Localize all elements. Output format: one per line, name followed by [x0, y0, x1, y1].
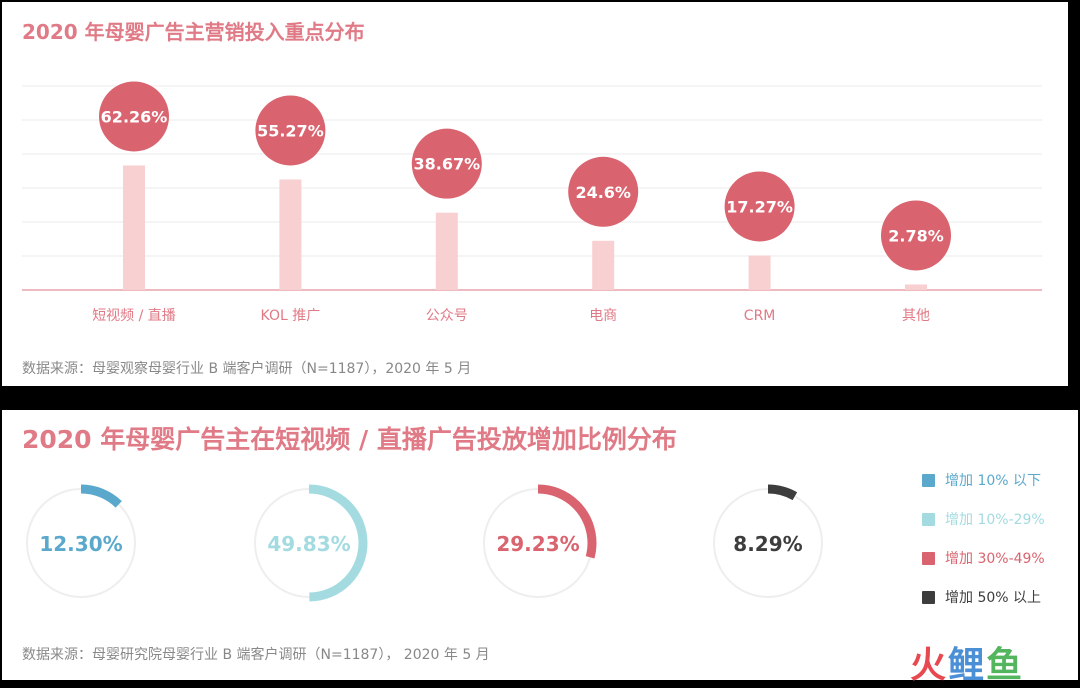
watermark-logo: 火鲤鱼 [910, 636, 1024, 688]
bar-4 [592, 240, 615, 290]
value-bubble-4 [568, 156, 639, 227]
data-label-6: 2.78% [888, 226, 944, 245]
legend-label-3: 增加 30%-49% [945, 551, 1045, 567]
data-label-4: 24.6% [575, 183, 631, 202]
legend-label-4: 增加 50% 以上 [945, 590, 1042, 606]
source-note-top: 数据来源：母婴观察母婴行业 B 端客户调研（N=1187），2020 年 5 月 [22, 361, 472, 377]
legend-label-2: 增加 10%-29% [945, 512, 1045, 528]
legend-swatch-2 [922, 512, 935, 526]
category-label-3: 公众号 [426, 308, 468, 324]
bar-3 [435, 212, 458, 290]
watermark-char-1: 火 [910, 645, 949, 686]
value-bubble-6 [881, 200, 951, 271]
category-label-2: KOL 推广 [261, 308, 321, 324]
bar-chart-title: 2020 年母婴广告主营销投入重点分布 [22, 20, 365, 44]
legend-item-3: 增加 30%-49% [922, 548, 1072, 568]
watermark-char-2: 鲤 [948, 645, 987, 686]
data-label-1: 62.26% [101, 107, 168, 126]
data-label-3: 38.67% [413, 155, 480, 174]
legend-item-4: 增加 50% 以上 [922, 587, 1072, 607]
donut-charts: 12.30% 49.83% 29.23% 8.29% [22, 484, 827, 602]
legend: 增加 10% 以下 增加 10%-29% 增加 30%-49% 增加 50% 以… [922, 470, 1072, 626]
legend-item-1: 增加 10% 以下 [922, 470, 1072, 490]
ring-arc-3 [479, 484, 597, 602]
legend-swatch-3 [922, 551, 935, 565]
value-bubble-1 [99, 81, 169, 152]
marketing-distribution-panel: 2020 年母婴广告主营销投入重点分布 62.26% 短视频 / 直播 55.27%… [2, 2, 1068, 386]
donut-chart-title: 2020 年母婴广告主在短视频 / 直播广告投放增加比例分布 [22, 425, 677, 454]
bar-chart: 62.26% 短视频 / 直播 55.27% KOL 推广 38.67% 公众号 24.6%… [22, 81, 1042, 324]
ring-value-label-4: 8.29% [733, 532, 802, 556]
category-label-5: CRM [744, 308, 776, 324]
ring-value-label-2: 49.83% [267, 532, 350, 556]
bar-6 [905, 284, 927, 290]
ring-arc-4 [709, 484, 827, 602]
ring-arc-2 [250, 484, 368, 602]
legend-swatch-4 [922, 590, 935, 604]
watermark-char-3: 鱼 [986, 645, 1025, 686]
category-label-1: 短视频 / 直播 [92, 307, 176, 324]
category-label-4: 电商 [589, 308, 617, 324]
video-livestream-increase-panel: 2020 年母婴广告主在短视频 / 直播广告投放增加比例分布 12.30% 49.… [2, 410, 1078, 686]
value-bubble-5 [724, 171, 795, 242]
ring-value-label-3: 29.23% [496, 532, 579, 556]
legend-swatch-1 [922, 473, 935, 487]
data-label-2: 55.27% [257, 121, 324, 140]
legend-item-2: 增加 10%-29% [922, 509, 1072, 529]
legend-label-1: 增加 10% 以下 [945, 473, 1042, 489]
ring-value-label-1: 12.30% [39, 532, 122, 556]
source-note-bottom: 数据来源：母婴研究院母婴行业 B 端客户调研（N=1187）， 2020 年 5… [22, 647, 490, 663]
bar-2 [279, 179, 302, 290]
bar-5 [748, 255, 771, 290]
ring-arc-1 [22, 484, 140, 602]
bar-1 [123, 165, 145, 290]
value-bubble-3 [411, 128, 482, 199]
category-label-6: 其他 [902, 308, 930, 324]
data-label-5: 17.27% [726, 197, 793, 216]
value-bubble-2 [255, 95, 326, 166]
